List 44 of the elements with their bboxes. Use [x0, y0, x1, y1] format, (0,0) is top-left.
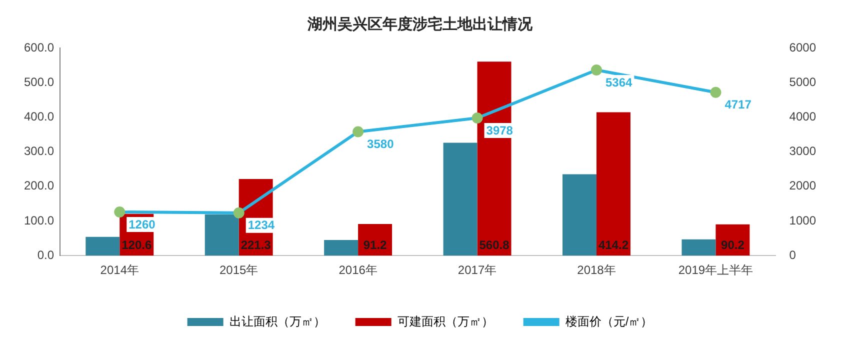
y2-tick-label: 2000 [789, 178, 816, 193]
y-tick-label: 200.0 [24, 178, 54, 193]
y2-tick-label: 6000 [789, 40, 816, 54]
y-tick-label: 100.0 [24, 213, 54, 228]
y-tick-label: 0.0 [37, 248, 54, 262]
bar [358, 224, 392, 256]
bar [324, 240, 358, 256]
legend-label: 可建面积（万㎡） [397, 314, 494, 328]
legend-label: 楼面价（元/㎡） [565, 314, 653, 328]
y2-tick-label: 5000 [789, 74, 816, 89]
x-tick-label: 2018年 [577, 263, 616, 278]
data-label: 3978 [486, 123, 514, 138]
y-tick-label: 300.0 [24, 144, 54, 158]
y-tick-label: 600.0 [24, 40, 54, 54]
y2-tick-label: 0 [789, 248, 796, 262]
bar [562, 174, 596, 256]
data-label: 4717 [724, 98, 752, 112]
y-tick-label: 400.0 [24, 110, 54, 124]
legend-label: 出让面积（万㎡） [229, 314, 326, 328]
x-tick-label: 2016年 [338, 263, 378, 278]
data-label: 3580 [367, 137, 394, 152]
data-label: 5364 [605, 75, 633, 90]
x-tick-label: 2015年 [219, 263, 258, 278]
data-label: 1234 [248, 218, 275, 232]
x-tick-label: 2017年 [458, 263, 497, 278]
bar [682, 239, 716, 256]
data-label: 560.8 [479, 238, 510, 252]
data-label: 221.3 [240, 238, 272, 252]
bar [596, 112, 630, 256]
y2-tick-label: 3000 [789, 144, 816, 158]
bar [443, 142, 478, 256]
bar [204, 214, 239, 256]
data-label: 90.2 [721, 238, 745, 252]
data-label: 91.2 [363, 238, 388, 252]
data-label: 1260 [128, 217, 156, 232]
data-label: 120.6 [122, 238, 152, 252]
y2-tick-label: 1000 [789, 213, 816, 228]
bar [86, 236, 120, 256]
x-tick-label: 2019年上半年 [678, 263, 754, 278]
chart-title: 湖州吴兴区年度涉宅土地出让情况 [306, 15, 534, 34]
x-tick-label: 2014年 [100, 263, 139, 278]
y2-tick-label: 4000 [789, 110, 816, 124]
data-label: 414.2 [598, 238, 629, 252]
y-tick-label: 500.0 [24, 74, 54, 89]
